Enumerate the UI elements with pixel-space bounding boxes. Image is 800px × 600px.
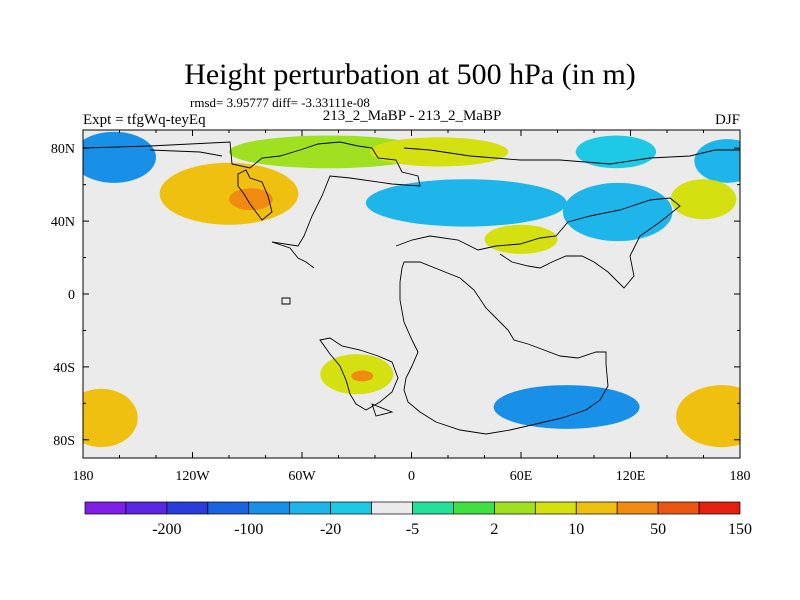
colorbar-swatch: [534, 501, 577, 515]
field-sp-high-west: [83, 388, 138, 448]
field-sp-ring-1: [137, 363, 240, 400]
y-tick-label: 40S: [53, 361, 75, 376]
south-america-tip: [371, 403, 394, 417]
alaska-coast: [149, 149, 223, 157]
stats-text: rmsd= 3.95777 diff= -3.33111e-08: [190, 95, 370, 110]
colorbar-label: -20: [320, 521, 341, 538]
center-label: 213_2_MaBP - 213_2_MaBP: [323, 108, 502, 124]
field-n-pacific-low-west: [694, 139, 740, 183]
colorbar-swatch: [453, 501, 495, 515]
colorbar-swatch: [84, 501, 127, 515]
colorbar-swatch: [412, 501, 454, 515]
north-america-coast: [83, 141, 421, 269]
colorbar-label: 50: [650, 521, 666, 538]
y-tick-label: 80N: [51, 142, 75, 157]
colorbar-swatch: [371, 501, 413, 515]
colorbar-swatch: [207, 501, 250, 515]
colorbar-swatch: [698, 501, 741, 515]
x-tick-label: 0: [408, 469, 415, 484]
colorbar-label: 10: [568, 521, 584, 538]
field-atlantic-trough: [365, 179, 567, 227]
shaded-field: [83, 131, 740, 448]
field-na-high: [159, 162, 299, 225]
field-sp-ring-2: [201, 394, 330, 428]
axis-ticks: 180 120W 60W 0 60E 120E 180 80N 40N 0 40S 80S: [51, 130, 751, 484]
x-tick-label: 180: [73, 469, 94, 484]
colorbar: -200 -100 -20 -5 2 10 50 150: [84, 501, 752, 538]
field-asia-trough: [562, 182, 673, 242]
field-s-indian-low-edge: [429, 359, 503, 393]
colorbar-swatch: [616, 501, 659, 515]
colorbar-label: -200: [152, 521, 181, 538]
x-tick-label: 120W: [175, 469, 210, 484]
hudson-bay-coast: [237, 169, 273, 221]
field-sh-mid-low: [137, 303, 175, 322]
field-arctic-green: [229, 135, 430, 169]
field-sp-high-east: [676, 385, 740, 448]
right-label: DJF: [715, 112, 740, 128]
field-w-pacific-high: [670, 179, 737, 220]
field-mideast-high: [484, 224, 558, 254]
colorbar-label: 2: [490, 521, 498, 538]
colorbar-swatch: [494, 501, 536, 515]
coastlines: [83, 141, 740, 435]
south-america-coast: [319, 337, 399, 411]
colorbar-swatch: [657, 501, 700, 515]
field-arctic-ridge: [369, 137, 509, 167]
x-tick-label: 120E: [616, 469, 646, 484]
island-coast: [281, 297, 291, 305]
y-tick-label: 80S: [53, 434, 75, 449]
colorbar-label: -5: [406, 521, 419, 538]
left-label: Expt = tfgWq-teyEq: [83, 112, 206, 128]
field-n-pacific-low: [83, 131, 156, 183]
chart-title: Height perturbation at 500 hPa (in m): [184, 58, 636, 91]
colorbar-label: 150: [728, 521, 752, 538]
y-tick-label: 40N: [51, 215, 75, 230]
colorbar-swatch: [575, 501, 618, 515]
colorbar-swatch: [166, 501, 209, 515]
eurasia-africa-coast: [395, 147, 740, 435]
y-tick-label: 0: [68, 288, 75, 303]
field-s-atlantic-core: [351, 370, 374, 382]
colorbar-swatch: [289, 501, 331, 515]
x-tick-label: 60E: [510, 469, 533, 484]
colorbar-label: -100: [234, 521, 263, 538]
colorbar-swatch: [248, 501, 291, 515]
field-na-high-core: [229, 188, 273, 211]
colorbar-swatch: [125, 501, 168, 515]
colorbar-swatch: [330, 501, 372, 515]
x-tick-label: 180: [730, 469, 751, 484]
x-tick-label: 60W: [288, 469, 316, 484]
field-s-indian-low: [493, 385, 640, 429]
